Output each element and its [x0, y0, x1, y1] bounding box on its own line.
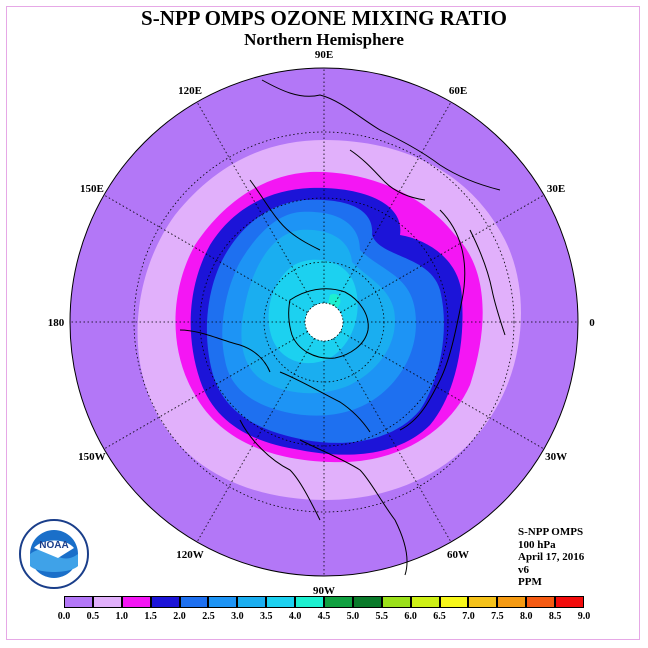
- map-title: S-NPP OMPS OZONE MIXING RATIO: [141, 6, 507, 30]
- map-info-panel: S-NPP OMPS 100 hPa April 17, 2016 v6 PPM: [518, 526, 584, 589]
- version-label: v6: [518, 563, 529, 576]
- meridian-line: [340, 331, 545, 450]
- longitude-label: 180: [48, 317, 65, 329]
- colorbar-tick-label: 4.5: [317, 611, 331, 622]
- longitude-labels: 90E 60E 30E 0 30W 60W 90W 120W 150W 180 150E 120E: [48, 49, 596, 597]
- colorbar-tick-label: 6.0: [404, 611, 417, 622]
- colorbar-swatch: [352, 596, 382, 608]
- longitude-label: 30E: [547, 183, 565, 195]
- colorbar-swatch: [121, 596, 151, 608]
- colorbar-swatch: [439, 596, 469, 608]
- colorbar-swatch: [266, 596, 296, 608]
- colorbar-swatch: [150, 596, 180, 608]
- colorbar-swatch: [468, 596, 498, 608]
- date-label: April 17, 2016: [518, 551, 585, 563]
- colorbar-tick-label: 9.0: [577, 611, 591, 622]
- colorbar-swatch: [237, 596, 267, 608]
- colorbar-tick-label: 2.5: [202, 611, 215, 622]
- colorbar-swatch: [381, 596, 411, 608]
- units-label: PPM: [518, 576, 542, 588]
- colorbar-tick-label: 3.5: [259, 611, 273, 622]
- longitude-label: 150W: [78, 451, 106, 463]
- longitude-label: 30W: [545, 451, 567, 463]
- colorbar-swatch: [526, 596, 556, 608]
- meridian-line: [196, 338, 315, 543]
- figure-frame: [6, 6, 640, 640]
- colorbar-tick-label: 1.5: [144, 611, 157, 622]
- colorbar-swatch: [208, 596, 238, 608]
- colorbar-swatch: [555, 596, 584, 608]
- colorbar-swatch: [64, 596, 93, 608]
- colorbar-tick-label: 4.0: [288, 611, 302, 622]
- longitude-label: 120W: [176, 549, 204, 561]
- meridian-line: [196, 101, 315, 306]
- longitude-label: 120E: [178, 85, 202, 97]
- longitude-label: 150E: [80, 183, 104, 195]
- longitude-label: 90W: [313, 585, 335, 597]
- longitude-label: 60E: [449, 85, 467, 97]
- colorbar-tick-label: 5.0: [346, 611, 360, 622]
- map-subtitle: Northern Hemisphere: [244, 30, 404, 49]
- colorbar-swatch: [497, 596, 527, 608]
- colorbar-tick-label: 8.5: [548, 611, 562, 622]
- colorbar-swatch: [324, 596, 353, 608]
- colorbar-tick-label: 6.5: [433, 611, 446, 622]
- colorbar-swatch: [179, 596, 209, 608]
- colorbar-tick-label: 0.0: [57, 611, 71, 622]
- meridian-line: [103, 194, 308, 313]
- colorbar-swatch: [92, 596, 122, 608]
- colorbar-tick-label: 1.0: [115, 611, 129, 622]
- meridian-line: [333, 101, 452, 306]
- noaa-logo-icon: NOAA: [19, 519, 89, 589]
- meridian-line: [340, 194, 545, 313]
- longitude-label: 60W: [447, 549, 469, 561]
- longitude-label: 0: [589, 317, 595, 329]
- coastlines: [179, 79, 506, 576]
- colorbar-tick-label: 5.5: [375, 611, 389, 622]
- colorbar-tick-label: 0.5: [86, 611, 100, 622]
- pressure-level-label: 100 hPa: [518, 538, 556, 551]
- instrument-label: S-NPP OMPS: [518, 526, 584, 538]
- colorbar-tick-label: 8.0: [519, 611, 533, 622]
- noaa-logo-text: NOAA: [39, 540, 68, 551]
- longitude-label: 90E: [315, 49, 333, 61]
- colorbar-tick-label: 7.0: [462, 611, 475, 622]
- colorbar-tick-label: 2.0: [173, 611, 186, 622]
- colorbar-tick-label: 7.5: [491, 611, 504, 622]
- meridian-line: [333, 338, 452, 543]
- pole-no-data-area: [304, 302, 344, 342]
- meridian-line: [103, 331, 308, 450]
- colorbar-swatch: [295, 596, 324, 608]
- colorbar-tick-label: 3.0: [231, 611, 244, 622]
- colorbar-swatch: [410, 596, 440, 608]
